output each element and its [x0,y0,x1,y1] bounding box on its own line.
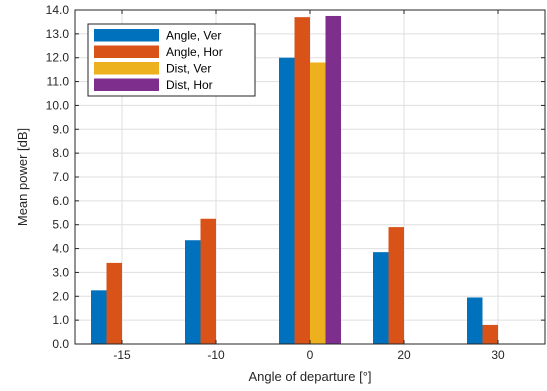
legend-swatch [94,29,159,42]
y-tick-label: 10.0 [46,98,70,112]
x-tick-label: 30 [491,348,505,362]
y-tick-label: 14.0 [46,3,70,17]
bar-angle-ver-1 [185,240,201,344]
y-tick-label: 2.0 [52,289,69,303]
legend-label: Angle, Hor [166,45,223,59]
bar-angle-ver-0 [91,290,107,344]
x-tick-label: -15 [113,348,131,362]
bar-angle-hor-1 [200,218,216,344]
bar-dist-hor-2 [325,15,341,344]
bar-angle-hor-4 [482,324,498,344]
legend-label: Dist, Hor [166,78,213,92]
legend-label: Angle, Ver [166,29,221,43]
y-tick-label: 0.0 [52,337,69,351]
x-tick-label: 20 [397,348,411,362]
legend-label: Dist, Ver [166,62,211,76]
y-tick-label: 1.0 [52,313,69,327]
x-tick-label: 0 [307,348,314,362]
tick-labels: 0.0 1.0 2.0 3.0 4.0 5.0 6.0 7.0 8.0 9.0 10.0 11.0 12… [46,3,505,362]
y-tick-label: 13.0 [46,27,70,41]
y-tick-label: 11.0 [47,75,70,89]
y-tick-label: 8.0 [52,146,69,160]
y-tick-label: 9.0 [52,122,69,136]
legend-swatch [94,78,159,91]
bar-angle-hor-3 [388,227,404,344]
bars [91,15,498,345]
y-tick-label: 6.0 [52,194,69,208]
axes [74,9,546,345]
x-tick-label: -10 [207,348,225,362]
y-tick-label: 4.0 [52,242,69,256]
bar-angle-ver-3 [373,252,389,344]
bar-angle-ver-4 [467,297,483,344]
legend-swatch [94,62,159,75]
legend-swatch [94,45,159,58]
bar-angle-ver-2 [279,57,295,344]
y-tick-label: 5.0 [52,218,69,232]
bar-angle-hor-2 [294,17,310,345]
bar-dist-ver-2 [310,62,326,344]
y-tick-label: 7.0 [52,170,69,184]
y-axis-title: Mean power [dB] [15,128,30,226]
bar-angle-hor-0 [106,262,122,344]
y-tick-label: 12.0 [46,51,70,65]
legend: Angle, Ver Angle, Hor Dist, Ver Dist, Hor [87,23,256,97]
x-axis-title: Angle of departure [°] [249,369,372,384]
y-tick-label: 3.0 [52,265,69,279]
